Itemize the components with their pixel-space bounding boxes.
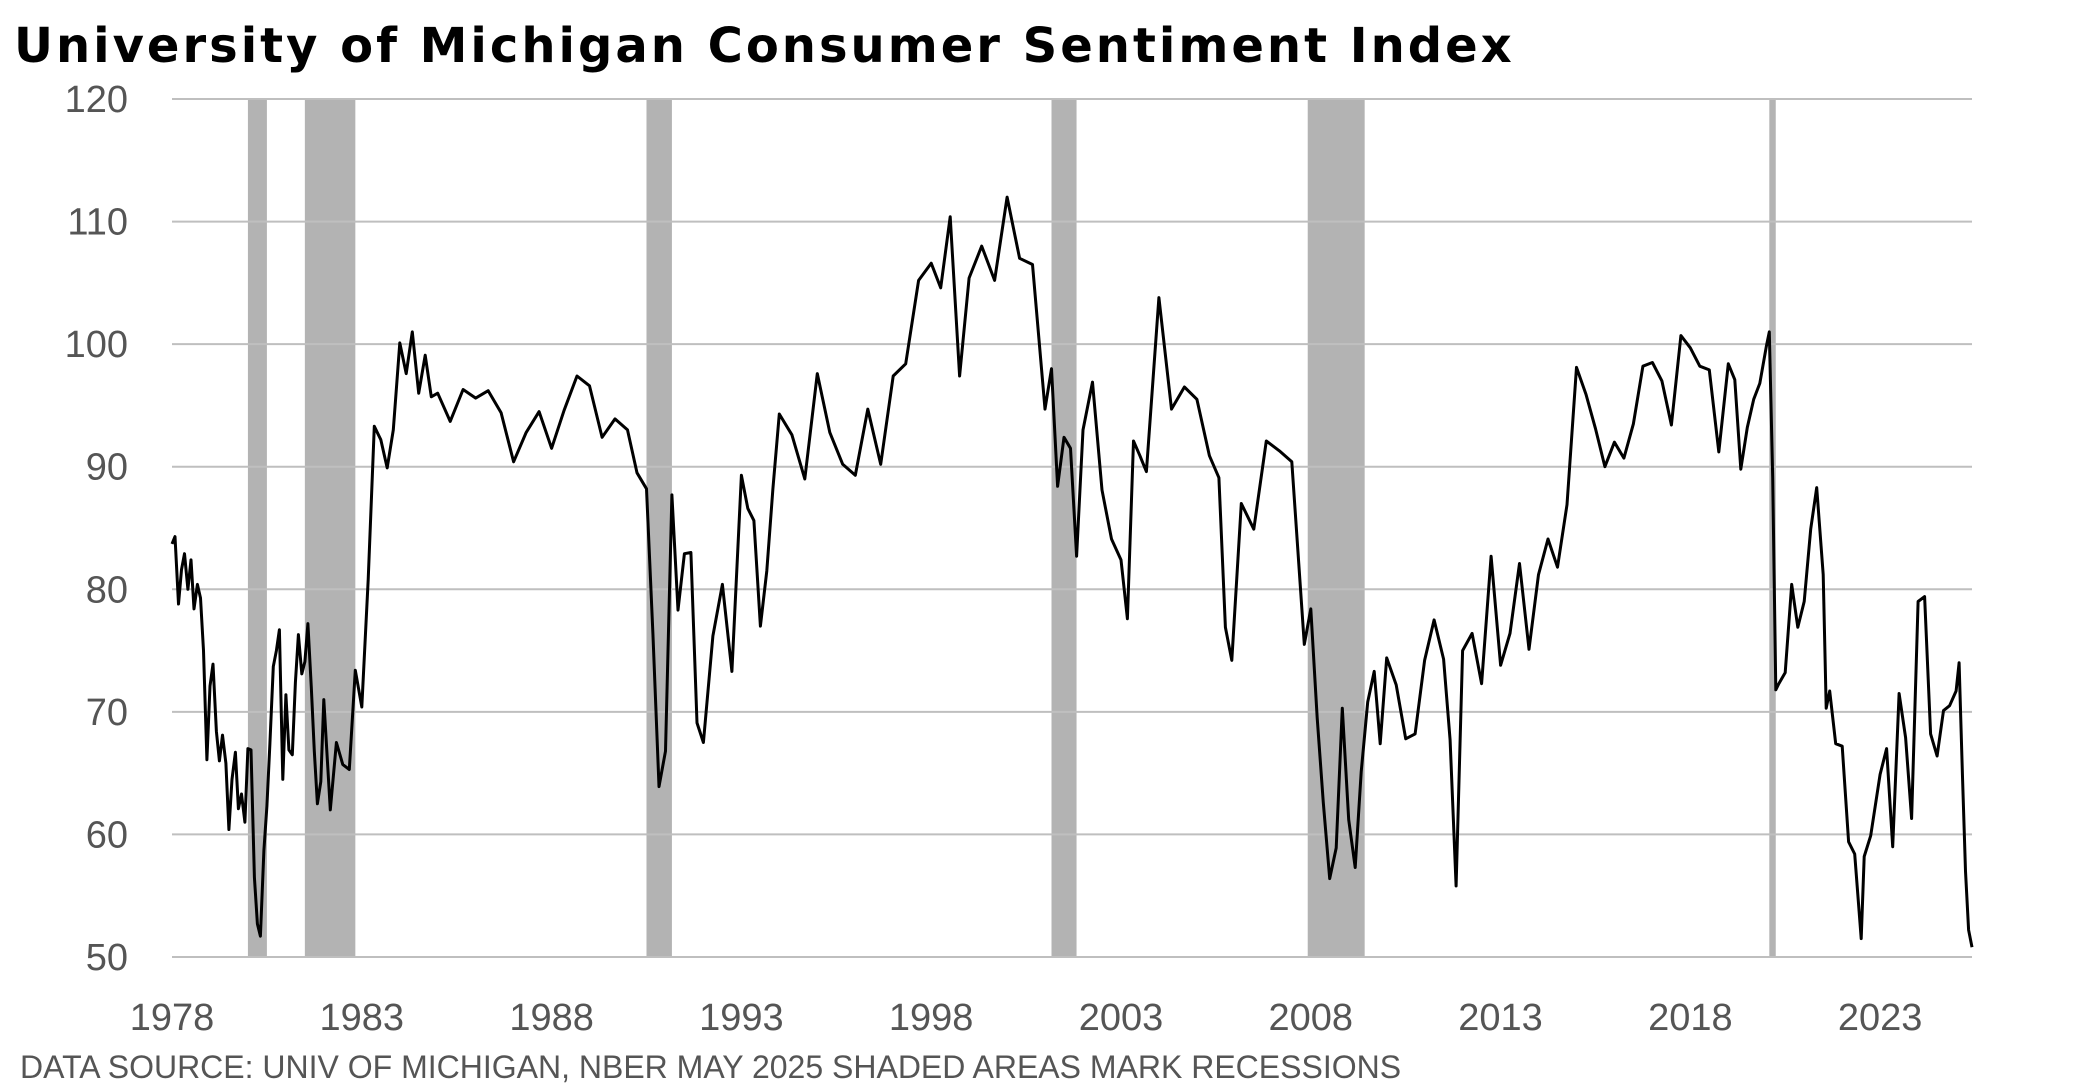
x-tick-label: 1983 bbox=[320, 997, 405, 1039]
y-tick-label: 100 bbox=[65, 324, 128, 366]
y-tick-label: 60 bbox=[86, 814, 128, 856]
y-axis-ticks: 50 60 70 80 90 100 110 120 bbox=[65, 79, 128, 979]
recession-band bbox=[247, 99, 267, 957]
x-tick-label: 1978 bbox=[130, 997, 215, 1039]
chart-title: University of Michigan Consumer Sentimen… bbox=[14, 18, 1515, 74]
sentiment-line bbox=[170, 195, 1974, 948]
x-tick-label: 2018 bbox=[1648, 997, 1733, 1039]
recession-band bbox=[646, 99, 672, 957]
x-tick-label: 1998 bbox=[889, 997, 974, 1039]
x-tick-label: 2013 bbox=[1458, 997, 1543, 1039]
x-tick-label: 1993 bbox=[699, 997, 784, 1039]
source-note: DATA SOURCE: UNIV OF MICHIGAN, NBER MAY … bbox=[20, 1049, 1401, 1085]
y-tick-label: 70 bbox=[86, 692, 128, 734]
x-tick-label: 2023 bbox=[1838, 997, 1923, 1039]
y-tick-label: 80 bbox=[86, 569, 128, 611]
recession-band bbox=[304, 99, 356, 957]
y-tick-label: 50 bbox=[86, 937, 128, 979]
x-tick-label: 1988 bbox=[509, 997, 594, 1039]
x-tick-label: 2008 bbox=[1268, 997, 1353, 1039]
gridlines bbox=[172, 98, 1972, 958]
y-tick-label: 110 bbox=[67, 202, 128, 244]
x-tick-label: 2003 bbox=[1079, 997, 1164, 1039]
y-tick-label: 120 bbox=[65, 79, 128, 121]
recession-band bbox=[1051, 99, 1077, 957]
x-axis-ticks: 1978 1983 1988 1993 1998 2003 2008 2013 2018 2023 bbox=[130, 997, 1923, 1039]
y-tick-label: 90 bbox=[86, 447, 128, 489]
